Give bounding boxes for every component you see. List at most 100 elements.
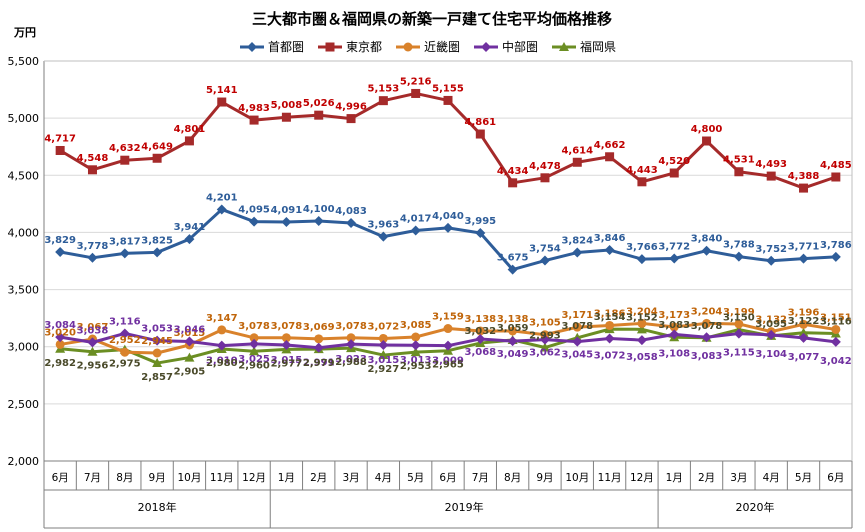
- data-point: [346, 114, 356, 124]
- data-label: 3,084: [44, 320, 76, 331]
- data-point: [152, 335, 163, 346]
- data-label: 3,068: [464, 347, 496, 358]
- y-tick-label: 3,000: [8, 341, 40, 354]
- data-point: [403, 42, 413, 52]
- data-label: 3,078: [691, 321, 723, 332]
- y-tick-label: 3,500: [8, 284, 40, 297]
- legend-item: 福岡県: [552, 39, 616, 54]
- legend-label: 首都圏: [268, 40, 304, 54]
- data-point: [87, 252, 98, 263]
- data-label: 4,083: [335, 206, 367, 217]
- data-point: [798, 253, 809, 264]
- axes: 2,000 2,500 3,000 3,500 4,000 4,500 5,000 5,500…: [8, 55, 853, 529]
- data-point: [249, 346, 260, 356]
- data-point: [87, 337, 98, 348]
- data-point: [247, 42, 257, 52]
- y-tick-label: 5,500: [8, 55, 40, 68]
- series-layer: [55, 88, 841, 368]
- x-tick-label: 3月: [342, 472, 359, 484]
- data-label: 4,800: [691, 124, 723, 135]
- data-label: 3,013: [400, 355, 432, 366]
- data-point: [669, 329, 680, 340]
- x-tick-label: 11月: [598, 472, 622, 484]
- data-point: [507, 336, 518, 347]
- data-label: 3,115: [723, 348, 755, 359]
- data-label: 3,154: [594, 312, 626, 323]
- legend: 首都圏 東京都 近畿圏 中部圏 福岡県: [240, 39, 616, 54]
- data-label: 3,199: [723, 307, 755, 318]
- data-point: [702, 136, 712, 146]
- data-label: 2,952: [109, 335, 141, 346]
- data-label: 3,015: [174, 328, 206, 339]
- data-label: 3,147: [206, 313, 238, 324]
- data-label: 3,069: [303, 322, 335, 333]
- data-label: 3,078: [271, 321, 303, 332]
- data-label: 4,493: [755, 159, 787, 170]
- data-label: 4,095: [238, 205, 270, 216]
- data-point: [475, 129, 485, 139]
- legend-label: 東京都: [346, 40, 382, 54]
- data-point: [636, 335, 647, 346]
- data-label: 3,132: [755, 315, 787, 326]
- data-label: 3,173: [658, 310, 690, 321]
- data-label: 2,953: [400, 361, 432, 372]
- x-tick-label: 7月: [84, 472, 101, 484]
- data-label: 3,015: [271, 355, 303, 366]
- data-point: [572, 322, 582, 332]
- data-point: [475, 228, 486, 238]
- year-label: 2019年: [445, 500, 484, 514]
- data-label: 3,116: [109, 316, 141, 327]
- data-label: 4,478: [529, 161, 561, 172]
- data-label: 4,201: [206, 192, 238, 203]
- data-label: 4,861: [464, 117, 496, 128]
- x-tick-label: 4月: [763, 472, 780, 484]
- x-tick-label: 8月: [504, 472, 521, 484]
- data-point: [733, 251, 744, 262]
- data-label: 3,817: [109, 236, 141, 247]
- data-point: [378, 350, 389, 360]
- data-label: 3,009: [432, 356, 464, 367]
- data-point: [249, 216, 260, 227]
- data-label: 3,095: [755, 319, 787, 330]
- data-point: [55, 145, 65, 155]
- data-label: 3,077: [788, 352, 820, 363]
- x-tick-label: 5月: [795, 472, 812, 484]
- data-label: 5,155: [432, 83, 464, 94]
- data-point: [281, 333, 291, 343]
- data-point: [443, 222, 453, 233]
- data-point: [378, 231, 389, 242]
- data-label: 4,632: [109, 143, 141, 154]
- series-4: [55, 328, 841, 353]
- data-label: 3,754: [529, 244, 561, 255]
- data-label: 4,485: [820, 160, 852, 171]
- data-label: 2,945: [141, 336, 173, 347]
- y-tick-label: 2,500: [8, 398, 40, 411]
- data-label: 4,388: [788, 171, 820, 182]
- data-point: [766, 329, 777, 340]
- data-label: 2,857: [141, 372, 173, 383]
- data-point: [572, 247, 583, 258]
- data-label: 3,032: [464, 326, 496, 337]
- data-point: [325, 42, 335, 52]
- data-point: [766, 171, 776, 181]
- x-tick-label: 12月: [242, 472, 266, 484]
- data-label: 3,078: [238, 321, 270, 332]
- data-point: [572, 336, 583, 347]
- x-tick-label: 12月: [630, 472, 654, 484]
- data-point: [475, 326, 485, 336]
- data-label: 4,443: [626, 165, 658, 176]
- data-point: [410, 225, 421, 236]
- data-point: [216, 340, 227, 351]
- x-tick-label: 4月: [375, 472, 392, 484]
- data-label: 3,049: [497, 349, 529, 360]
- data-label: 3,072: [594, 350, 626, 361]
- data-point: [152, 153, 162, 163]
- data-label: 3,085: [400, 320, 432, 331]
- data-point: [152, 247, 163, 258]
- data-point: [410, 340, 421, 351]
- data-label: 3,788: [723, 240, 755, 251]
- x-tick-label: 1月: [278, 472, 295, 484]
- data-label: 3,138: [497, 314, 529, 325]
- data-label: 4,649: [141, 141, 173, 152]
- data-label: 4,531: [723, 155, 755, 166]
